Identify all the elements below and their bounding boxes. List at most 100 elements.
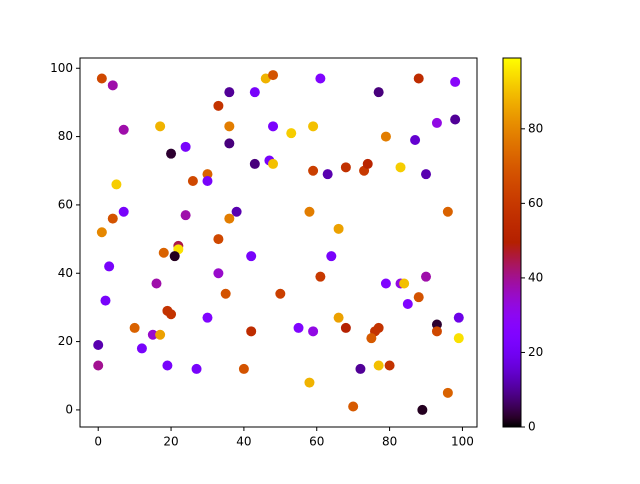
point xyxy=(100,295,111,306)
point xyxy=(399,278,410,289)
point xyxy=(107,80,118,91)
point xyxy=(366,333,377,344)
point xyxy=(169,251,180,262)
point xyxy=(202,169,213,180)
point xyxy=(348,401,359,412)
point xyxy=(326,251,337,262)
point xyxy=(136,343,147,354)
point xyxy=(93,360,104,371)
point xyxy=(213,268,224,279)
point xyxy=(246,251,257,262)
point xyxy=(129,322,140,333)
point xyxy=(213,100,224,111)
point xyxy=(304,377,315,388)
y-tick-label: 40 xyxy=(58,266,73,280)
point xyxy=(275,288,286,299)
point xyxy=(402,299,413,309)
point xyxy=(268,70,279,81)
point xyxy=(213,234,224,245)
point xyxy=(442,387,453,398)
colorbar xyxy=(502,57,522,428)
point xyxy=(202,312,213,323)
point xyxy=(308,326,319,337)
x-tick-label: 80 xyxy=(382,435,397,449)
point xyxy=(246,326,257,337)
point xyxy=(202,176,213,186)
point xyxy=(333,223,344,234)
plot-frame xyxy=(79,57,478,428)
point xyxy=(450,76,461,87)
point xyxy=(93,340,104,350)
y-tick-label: 60 xyxy=(58,197,73,211)
point xyxy=(315,271,326,282)
point xyxy=(395,162,406,173)
point xyxy=(224,87,235,98)
point xyxy=(322,169,333,180)
point xyxy=(104,261,115,272)
point xyxy=(155,121,166,132)
point xyxy=(111,179,122,190)
point xyxy=(431,117,442,128)
y-tick-label: 80 xyxy=(58,129,73,143)
point xyxy=(384,360,395,371)
colorbar-tick-label: 60 xyxy=(528,196,543,210)
point xyxy=(304,206,315,217)
point xyxy=(373,360,384,371)
point xyxy=(417,404,428,415)
point xyxy=(268,158,279,169)
point xyxy=(249,87,260,98)
colorbar-tick-label: 0 xyxy=(528,420,536,434)
point xyxy=(162,360,173,371)
point xyxy=(224,138,235,149)
point xyxy=(231,206,242,217)
point xyxy=(180,210,191,221)
point xyxy=(166,148,177,159)
point xyxy=(118,124,129,135)
point xyxy=(308,121,319,132)
point xyxy=(453,333,464,344)
point xyxy=(286,128,297,139)
point xyxy=(373,87,384,98)
point xyxy=(118,206,129,217)
point xyxy=(220,288,231,299)
point xyxy=(431,319,442,330)
point xyxy=(413,73,424,84)
y-tick-label: 0 xyxy=(65,402,73,416)
y-tick-label: 100 xyxy=(50,61,73,75)
point xyxy=(158,247,169,258)
x-tick-label: 40 xyxy=(236,435,251,449)
point xyxy=(410,135,421,145)
point xyxy=(453,312,464,323)
y-tick-label: 20 xyxy=(58,334,73,348)
point xyxy=(249,158,260,169)
point xyxy=(187,176,198,186)
point xyxy=(421,169,432,180)
point xyxy=(147,329,158,340)
point xyxy=(413,292,424,303)
point xyxy=(362,158,373,169)
x-tick-label: 0 xyxy=(94,435,102,449)
point xyxy=(431,326,442,337)
point xyxy=(450,114,461,125)
point xyxy=(155,329,166,340)
point xyxy=(180,141,191,152)
point xyxy=(96,73,107,84)
point xyxy=(315,73,326,84)
point xyxy=(96,227,107,238)
point xyxy=(238,363,249,374)
point xyxy=(380,131,391,142)
point xyxy=(191,363,202,374)
colorbar-tick-label: 40 xyxy=(528,270,543,284)
point xyxy=(340,322,351,333)
point xyxy=(293,322,304,333)
point xyxy=(442,206,453,217)
point xyxy=(340,162,351,173)
point xyxy=(224,121,235,132)
point xyxy=(224,213,235,224)
point xyxy=(268,121,279,132)
colorbar-tick-label: 80 xyxy=(528,121,543,135)
point xyxy=(380,278,391,289)
point xyxy=(355,363,366,374)
colorbar-tick-label: 20 xyxy=(528,345,543,359)
point xyxy=(308,165,319,176)
